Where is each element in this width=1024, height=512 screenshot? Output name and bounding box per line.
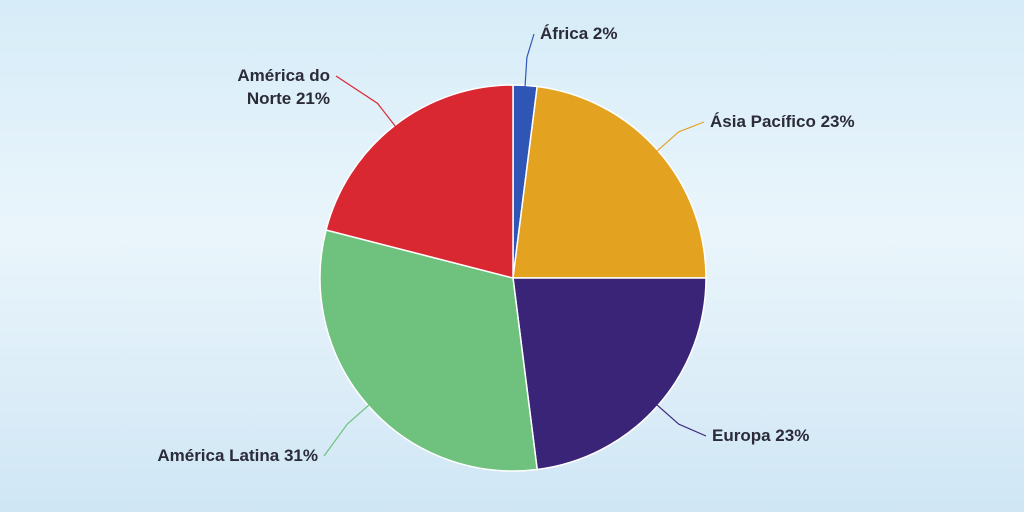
slice-label: África 2% [540,22,740,45]
leader-line [648,121,705,159]
value-label: 21% [295,89,330,108]
pie-slice [512,85,707,279]
slice-label: América Latina 31% [78,444,318,467]
category-label: Europa [712,426,771,445]
leader-line [323,397,378,457]
leader-line [648,397,707,437]
category-label: América Latina [157,446,280,465]
category-label: América do Norte [237,66,330,108]
value-label: 2% [592,24,618,43]
slice-label: América do Norte 21% [210,64,330,110]
slice-label: Europa 23% [712,424,912,447]
category-label: África [540,24,589,43]
leader-line [335,75,403,136]
value-label: 23% [775,426,810,445]
category-label: Ásia Pacífico [710,112,816,131]
slice-label: Ásia Pacífico 23% [710,110,930,133]
value-label: 31% [283,446,318,465]
pie-slice [512,277,707,471]
leader-line [523,33,535,98]
value-label: 23% [820,112,855,131]
